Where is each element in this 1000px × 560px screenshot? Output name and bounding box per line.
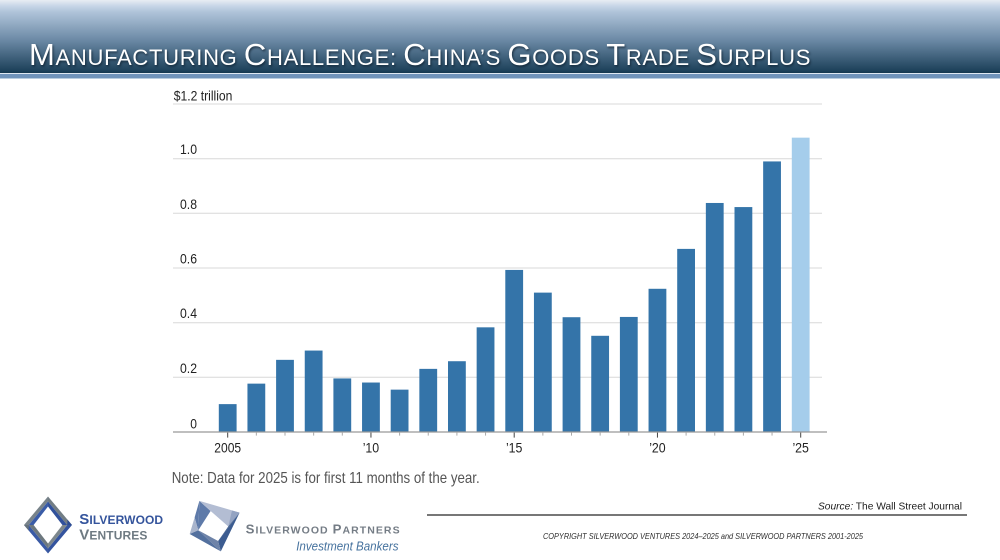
svg-text:VENTURES: VENTURES [79,527,147,544]
svg-text:’20: ’20 [649,439,666,455]
svg-text:’25: ’25 [792,439,809,455]
svg-text:’10: ’10 [363,439,380,455]
svg-text:Investment Bankers: Investment Bankers [296,539,399,554]
svg-text:COPYRIGHT SILVERWOOD VENTURES: COPYRIGHT SILVERWOOD VENTURES 2024–2025 … [543,532,863,541]
svg-text:SILVERWOOD: SILVERWOOD [79,511,163,528]
svg-text:’15: ’15 [506,439,523,455]
svg-text:Note: Data for 2025 is for fir: Note: Data for 2025 is for first 11 mont… [172,470,480,487]
svg-text:0.2: 0.2 [180,360,197,376]
svg-text:1.0: 1.0 [180,141,197,157]
svg-text:SILVERWOOD PARTNERS: SILVERWOOD PARTNERS [246,522,401,537]
svg-text:2005: 2005 [214,439,241,455]
svg-text:0: 0 [190,416,197,432]
svg-text:0.4: 0.4 [180,305,197,321]
svg-text:0.8: 0.8 [180,196,197,212]
svg-text:Source: The Wall Street Journa: Source: The Wall Street Journal [818,500,962,512]
svg-text:$1.2 trillion: $1.2 trillion [174,88,233,104]
svg-text:0.6: 0.6 [180,251,197,267]
